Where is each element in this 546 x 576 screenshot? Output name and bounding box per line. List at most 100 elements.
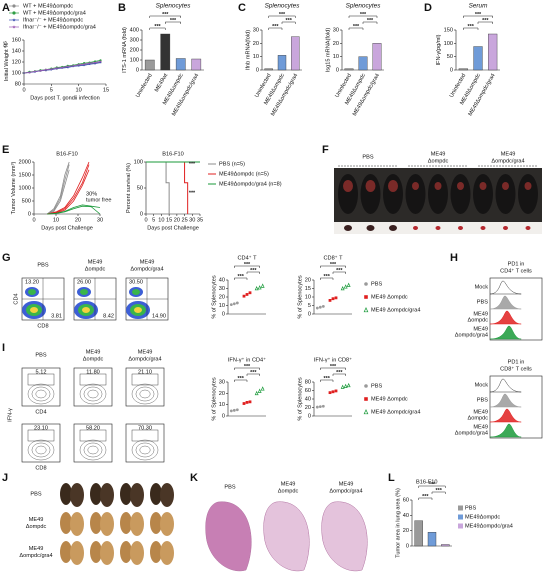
y-tick-label: 40 <box>403 513 409 519</box>
quadrant-value: 21.10 <box>138 369 152 375</box>
column-label: Δompdc/gra4 <box>130 266 163 272</box>
marker <box>254 285 259 291</box>
flow-contour <box>83 442 103 458</box>
quadrant-value: 58.20 <box>86 425 100 431</box>
group-label: ME49 <box>431 151 446 157</box>
marker <box>340 384 345 389</box>
flow-contour <box>131 383 159 405</box>
gate <box>27 429 55 442</box>
row-label: Δompdc <box>467 317 488 323</box>
legend-label: ME49 Δompdc/gra4 <box>371 409 420 415</box>
significance: *** <box>250 370 257 376</box>
lung <box>90 541 102 563</box>
y-tick-label: 100 <box>444 41 453 47</box>
quadrant-value: 23.10 <box>34 425 48 431</box>
significance: *** <box>336 370 343 376</box>
marker <box>82 62 86 66</box>
marker <box>55 66 59 70</box>
legend-swatch <box>458 505 463 511</box>
sig-bracket <box>234 277 248 280</box>
legend-label: ME49Δompdc (n=5) <box>219 171 269 177</box>
legend-label: ME49Δompdc/gra4 (n=8) <box>219 181 282 187</box>
block-title: PD1 in <box>508 359 525 365</box>
tumor <box>412 182 419 190</box>
histogram-curve <box>489 325 522 340</box>
panel-title: B16-F10 <box>162 151 183 157</box>
bar <box>441 544 450 547</box>
sig-bracket <box>246 271 260 274</box>
y-axis-label: Tumor area in lung area (%) <box>395 488 401 558</box>
column-label: Δompdc <box>83 356 104 362</box>
marker <box>364 397 368 401</box>
significance: *** <box>468 24 475 30</box>
sig-bracket <box>268 15 296 18</box>
flow-density <box>80 289 88 295</box>
tumor <box>457 182 464 190</box>
sig-bracket <box>320 277 334 280</box>
panel-letter: I <box>2 342 5 354</box>
x-axis-label: CD8 <box>35 465 46 471</box>
sig-bracket <box>149 15 181 18</box>
tumor <box>524 182 532 190</box>
bar <box>344 68 354 71</box>
y-tick-label: 10 <box>219 303 225 309</box>
y-tick-label: 0 <box>222 413 225 419</box>
legend-swatch <box>458 523 463 529</box>
quadrant-value: 26.00 <box>77 279 91 285</box>
quadrant-value: 70.30 <box>138 425 152 431</box>
bar <box>414 520 423 547</box>
flow-contour <box>131 439 159 461</box>
y-tick-label: 500 <box>22 198 31 204</box>
data-line <box>46 164 70 215</box>
sig-bracket <box>463 15 493 18</box>
excised-tumor <box>366 225 375 231</box>
bar <box>277 55 287 71</box>
data-line <box>146 161 189 214</box>
data-line <box>146 161 170 214</box>
tumor <box>502 182 509 190</box>
column-label: ME49 <box>86 349 101 355</box>
marker <box>340 285 345 291</box>
panel-title: IFN-γ⁺ in CD4⁺ <box>228 356 266 363</box>
y-tick-label: 1500 <box>19 172 31 178</box>
lung <box>60 483 72 505</box>
lung <box>130 541 144 565</box>
column-label: Δompdc <box>278 488 299 494</box>
marker <box>82 63 86 67</box>
y-tick-label: 0 <box>308 311 311 317</box>
excised-tumor <box>389 225 397 231</box>
histogram-curve <box>489 295 522 310</box>
y-axis-label: ITS-1 mRNA (fold) <box>122 27 128 73</box>
y-tick-label: 100 <box>134 159 143 165</box>
x-axis-label: CD4 <box>35 409 46 415</box>
row-label: Δompdc/gra4 <box>455 430 488 436</box>
bar <box>175 58 186 71</box>
gate <box>74 278 116 320</box>
panel-title: Serum <box>469 3 488 10</box>
flow-contour <box>139 445 151 455</box>
data-line <box>47 205 101 215</box>
quadrant-value: 11.80 <box>86 369 100 375</box>
sig-bracket <box>348 27 364 30</box>
column-label: PBS <box>224 484 235 490</box>
y-axis-label: Initial Weight % <box>4 43 10 81</box>
sig-bracket <box>332 271 346 274</box>
significance: *** <box>162 12 169 18</box>
quadrant-value: 14.90 <box>152 313 166 319</box>
flow-contour <box>87 389 99 399</box>
lung <box>150 512 162 534</box>
significance: *** <box>272 24 279 30</box>
mouse <box>428 174 448 214</box>
sig-bracket <box>332 373 346 376</box>
bar <box>473 46 483 71</box>
marker <box>61 66 64 69</box>
marker <box>321 304 325 308</box>
column-label: ME49 <box>140 259 155 265</box>
y-axis-label: % of Splenocytes <box>297 377 303 420</box>
panel-title: CD8⁺ T <box>323 254 343 261</box>
panel-title: CD4⁺ T <box>237 254 257 261</box>
column-label: Δompdc <box>85 266 106 272</box>
histogram-curve <box>489 393 522 408</box>
x-axis-label: Days post Challenge <box>147 225 199 231</box>
y-axis-label: % of Splenocytes <box>297 275 303 318</box>
